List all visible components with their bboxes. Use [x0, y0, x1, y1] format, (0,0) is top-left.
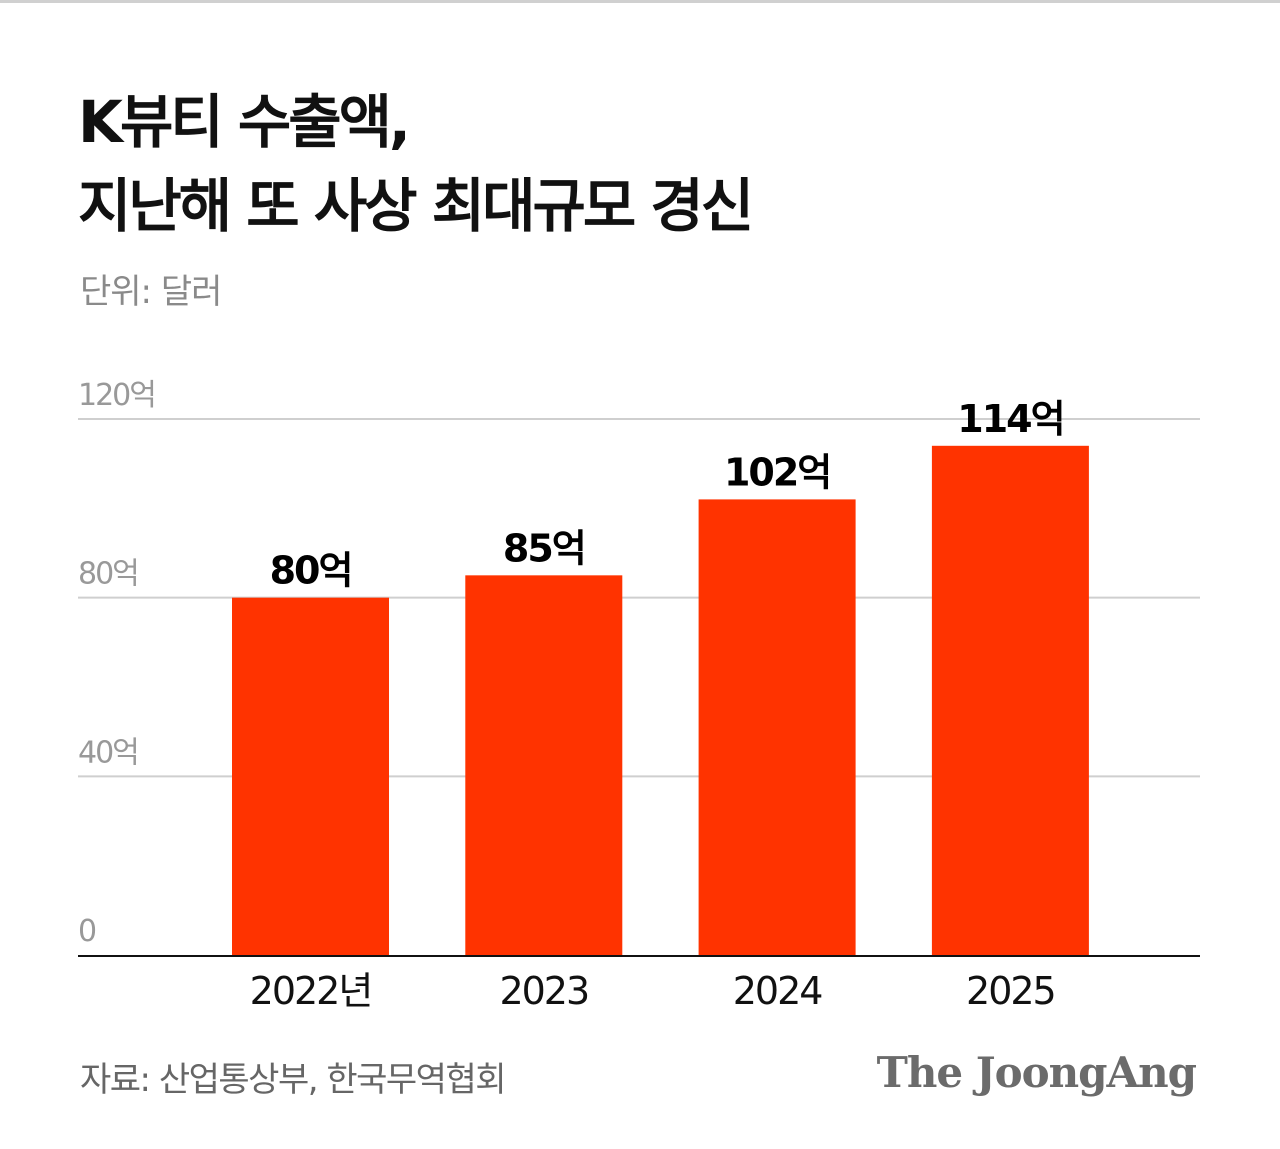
source-note: 자료: 산업통상부, 한국무역협회: [80, 1060, 507, 1100]
data-label: 114억: [957, 397, 1063, 441]
publisher-logo: The JoongAng: [876, 1048, 1197, 1097]
y-tick-label: 120억: [78, 378, 155, 413]
x-tick-label: 2023: [499, 969, 588, 1013]
bar: [698, 499, 856, 955]
data-label: 80억: [270, 549, 352, 593]
chart-title: K뷰티 수출액, 지난해 또 사상 최대규모 경신: [78, 80, 754, 248]
x-tick-label: 2024: [733, 969, 823, 1013]
bar: [931, 445, 1089, 955]
y-tick-label: 80억: [78, 557, 138, 592]
top-border: [0, 0, 1280, 3]
bar: [465, 575, 623, 955]
title-line-1: K뷰티 수출액,: [78, 88, 411, 156]
data-label: 85억: [503, 526, 585, 570]
y-tick-label: 0: [78, 914, 96, 949]
x-tick-label: 2022년: [250, 969, 372, 1013]
data-label: 102억: [724, 450, 830, 494]
y-tick-label: 40억: [78, 735, 138, 770]
title-line-2: 지난해 또 사상 최대규모 경신: [78, 172, 754, 240]
x-tick-label: 2025: [966, 969, 1055, 1013]
unit-label: 단위: 달러: [80, 272, 222, 312]
bar: [232, 597, 389, 955]
